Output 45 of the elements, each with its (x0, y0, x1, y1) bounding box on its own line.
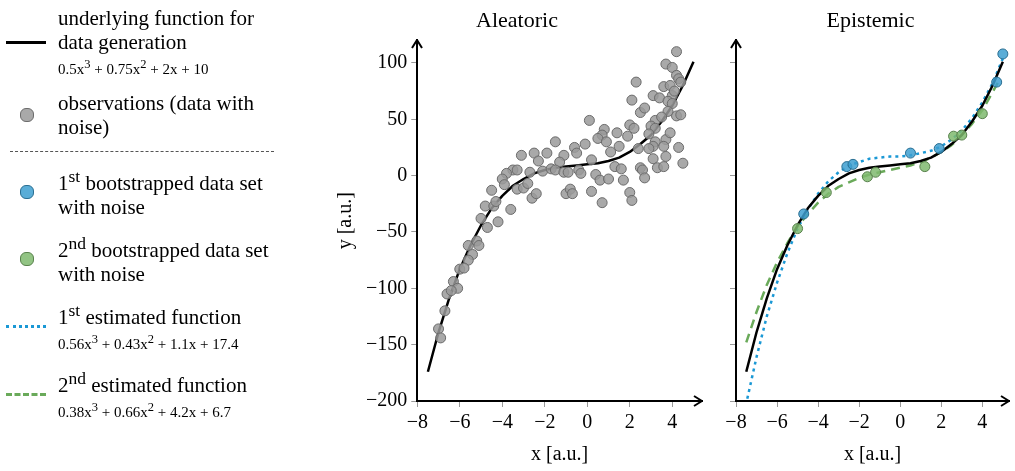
x-tick-label: −8 (725, 410, 747, 433)
point (976, 108, 988, 120)
point (933, 143, 945, 155)
x-tick-label: 4 (977, 410, 988, 433)
chart-title: Aleatoric (476, 6, 559, 32)
x-axis-title: x [a.u.] (531, 442, 589, 465)
x-tick-label: −6 (449, 410, 471, 433)
y-tick-label: 50 (387, 106, 408, 129)
y-tick-label: −150 (366, 331, 408, 354)
point (991, 76, 1003, 88)
y-tick-label: −100 (366, 275, 408, 298)
point (904, 147, 916, 159)
x-tick-label: 0 (895, 410, 906, 433)
point (861, 171, 873, 183)
y-axis-title: y [a.u.] (333, 192, 357, 250)
chart-title: Epistemic (826, 6, 915, 32)
x-tick-label: 2 (624, 410, 635, 433)
point (847, 158, 859, 170)
point (997, 48, 1009, 60)
y-tick-label: 100 (377, 50, 408, 73)
x-tick-label: 0 (582, 410, 593, 433)
x-tick-label: −2 (534, 410, 556, 433)
y-tick-label: −200 (366, 388, 408, 411)
y-tick-label: −50 (376, 219, 408, 242)
y-tick-label: 0 (397, 162, 408, 185)
legend-label: 2$^{nd}$ bootstrapped data set with noise (58, 232, 270, 286)
point (870, 166, 882, 178)
legend-label: observations (data with noise) (58, 91, 255, 139)
point (919, 161, 931, 173)
point (792, 223, 804, 235)
point (956, 129, 968, 141)
x-tick-label: −2 (848, 410, 870, 433)
legend-label: 1$^{st}$ estimated function 0.56x$^{3}$ + 0.43x$^{2}$ + 1.1x + 17.4 (58, 299, 243, 354)
x-tick-label: −8 (406, 410, 428, 433)
x-axis-title: x [a.u.] (843, 442, 902, 465)
x-tick-label: −6 (766, 410, 788, 433)
point (798, 208, 810, 220)
x-tick-label: 4 (667, 410, 678, 433)
point (820, 187, 832, 199)
legend-label: underlying function for data generation 0.5x$^{3}$ + 0.75x$^{2}$ + 2x + 10 (58, 6, 255, 79)
legend-label: 2$^{nd}$ estimated function 0.38x$^{3}$ + 0.66x$^{2}$ + 4.2x + 6.7 (58, 367, 248, 422)
legend-label: 1$^{st}$ bootstrapped data set with noise (58, 165, 264, 219)
x-tick-label: −4 (807, 410, 829, 433)
x-tick-label: −4 (491, 410, 513, 433)
x-tick-label: 2 (936, 410, 947, 433)
